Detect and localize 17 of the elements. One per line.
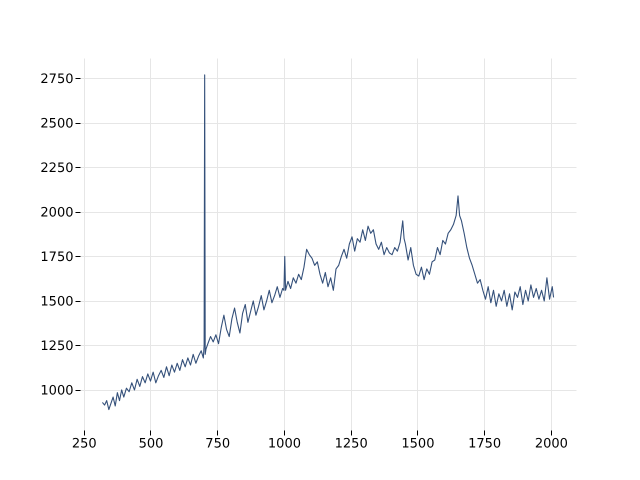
x-tick-label: 1500	[401, 436, 434, 452]
x-tick-label: 2000	[534, 436, 568, 452]
y-tick-label: 2500	[40, 116, 74, 132]
y-tick-label: 2250	[40, 160, 74, 176]
x-tick-label: 1000	[268, 436, 301, 452]
y-tick-label: 2000	[40, 205, 74, 220]
y-tick-label: 1250	[40, 338, 74, 354]
y-tick-label: 1000	[40, 383, 74, 398]
y-tick-label: 2750	[40, 72, 74, 87]
y-tick-label: 1750	[40, 250, 74, 265]
x-tick-label: 250	[72, 436, 97, 452]
y-tick-label: 1500	[40, 294, 74, 310]
x-tick-label: 500	[138, 436, 164, 452]
x-tick-label: 1750	[468, 436, 502, 452]
x-tick-label: 750	[205, 436, 230, 452]
x-tick-label: 1250	[334, 436, 368, 452]
line-series	[102, 74, 554, 410]
